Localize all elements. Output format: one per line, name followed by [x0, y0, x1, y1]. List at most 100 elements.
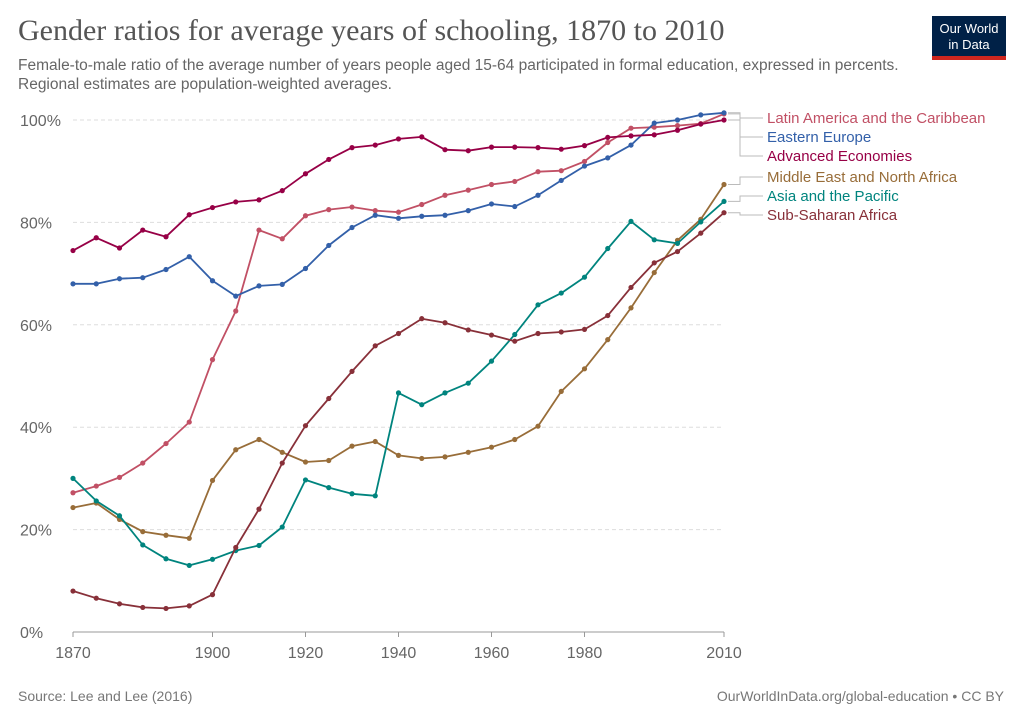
data-point[interactable] — [209, 592, 216, 598]
data-point[interactable] — [186, 212, 192, 218]
data-point[interactable] — [186, 535, 192, 541]
data-point[interactable] — [605, 337, 611, 343]
data-point[interactable] — [698, 121, 704, 127]
data-point[interactable] — [372, 212, 378, 218]
data-point[interactable] — [93, 595, 99, 601]
data-point[interactable] — [163, 440, 169, 447]
data-point[interactable] — [349, 224, 355, 231]
data-point[interactable] — [93, 235, 99, 241]
data-point[interactable] — [605, 134, 611, 141]
data-point[interactable] — [186, 603, 192, 609]
data-point[interactable] — [372, 493, 378, 499]
data-point[interactable] — [395, 452, 402, 458]
data-point[interactable] — [209, 556, 216, 562]
data-point[interactable] — [651, 120, 657, 126]
data-point[interactable] — [140, 275, 146, 281]
data-point[interactable] — [721, 117, 727, 123]
data-point[interactable] — [721, 110, 727, 116]
data-point[interactable] — [488, 181, 495, 188]
data-point[interactable] — [674, 248, 681, 255]
data-point[interactable] — [581, 163, 588, 169]
data-point[interactable] — [302, 265, 309, 272]
data-point[interactable] — [209, 278, 216, 284]
legend-label[interactable]: Asia and the Pacific — [767, 188, 899, 205]
data-point[interactable] — [558, 168, 564, 174]
data-point[interactable] — [605, 139, 611, 146]
data-point[interactable] — [535, 330, 541, 337]
data-point[interactable] — [209, 477, 216, 484]
data-point[interactable] — [302, 213, 309, 219]
data-point[interactable] — [186, 562, 192, 569]
data-point[interactable] — [535, 145, 541, 151]
data-point[interactable] — [349, 491, 355, 497]
data-point[interactable] — [70, 475, 76, 481]
data-point[interactable] — [651, 269, 657, 276]
data-point[interactable] — [256, 283, 262, 289]
data-point[interactable] — [186, 254, 192, 260]
data-point[interactable] — [302, 423, 309, 429]
data-point[interactable] — [163, 532, 169, 538]
data-point[interactable] — [419, 201, 425, 208]
data-point[interactable] — [558, 388, 564, 394]
data-point[interactable] — [70, 247, 76, 254]
data-point[interactable] — [279, 460, 285, 466]
data-point[interactable] — [628, 284, 634, 291]
data-point[interactable] — [326, 457, 332, 464]
data-point[interactable] — [605, 155, 611, 161]
data-point[interactable] — [302, 459, 309, 465]
data-point[interactable] — [233, 308, 239, 314]
data-point[interactable] — [674, 117, 681, 123]
data-point[interactable] — [721, 210, 727, 216]
data-point[interactable] — [698, 230, 704, 236]
data-point[interactable] — [395, 330, 402, 337]
data-point[interactable] — [70, 490, 76, 496]
data-point[interactable] — [442, 212, 448, 218]
data-point[interactable] — [419, 134, 425, 140]
data-point[interactable] — [116, 601, 123, 607]
data-point[interactable] — [535, 302, 541, 308]
data-point[interactable] — [395, 136, 402, 142]
data-point[interactable] — [256, 197, 262, 203]
data-point[interactable] — [512, 338, 518, 344]
data-point[interactable] — [349, 145, 355, 151]
data-point[interactable] — [70, 588, 76, 594]
data-point[interactable] — [628, 133, 634, 139]
data-point[interactable] — [279, 236, 285, 242]
data-point[interactable] — [465, 327, 471, 333]
data-point[interactable] — [674, 240, 681, 246]
data-point[interactable] — [698, 219, 704, 225]
data-point[interactable] — [628, 125, 634, 131]
data-point[interactable] — [581, 158, 588, 165]
data-point[interactable] — [140, 542, 146, 548]
data-point[interactable] — [326, 207, 332, 213]
data-point[interactable] — [372, 343, 378, 349]
data-point[interactable] — [581, 326, 588, 333]
data-point[interactable] — [233, 199, 239, 205]
data-point[interactable] — [93, 483, 99, 489]
data-point[interactable] — [163, 266, 169, 273]
data-point[interactable] — [372, 438, 378, 445]
data-point[interactable] — [209, 357, 216, 363]
data-point[interactable] — [605, 312, 611, 319]
data-point[interactable] — [419, 402, 425, 408]
legend-label[interactable]: Latin America and the Caribbean — [767, 110, 985, 127]
data-point[interactable] — [326, 395, 332, 402]
data-point[interactable] — [302, 171, 309, 177]
data-point[interactable] — [279, 281, 285, 287]
data-point[interactable] — [558, 290, 564, 296]
data-point[interactable] — [326, 242, 332, 249]
data-point[interactable] — [628, 142, 634, 148]
data-point[interactable] — [512, 436, 518, 443]
data-point[interactable] — [349, 204, 355, 210]
data-point[interactable] — [465, 449, 471, 455]
data-point[interactable] — [233, 544, 239, 551]
source-note[interactable]: Source: Lee and Lee (2016) — [18, 688, 193, 704]
data-point[interactable] — [535, 169, 541, 175]
data-point[interactable] — [512, 331, 518, 338]
legend-label[interactable]: Middle East and North Africa — [767, 169, 958, 186]
data-point[interactable] — [163, 556, 169, 562]
data-point[interactable] — [233, 293, 239, 299]
data-point[interactable] — [465, 380, 471, 386]
data-point[interactable] — [140, 529, 146, 535]
data-point[interactable] — [674, 127, 681, 133]
